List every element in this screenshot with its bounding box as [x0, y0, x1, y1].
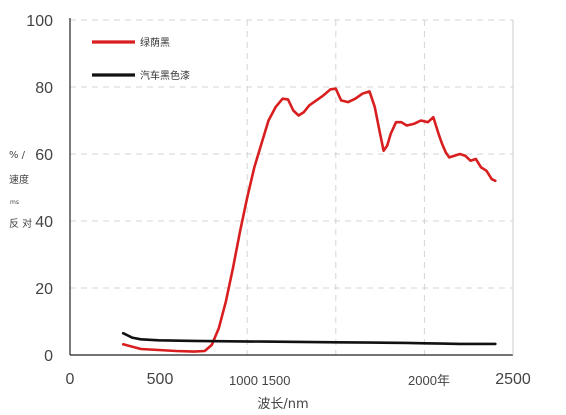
- legend-label: 汽车黑色漆: [140, 69, 190, 82]
- y-tick-label: 40: [35, 214, 53, 231]
- x-tick-label: 2000年: [408, 373, 450, 388]
- series-line-car-black-paint: [121, 331, 497, 346]
- y-axis-label-part: ms: [10, 199, 19, 206]
- y-tick-label: 0: [44, 348, 53, 365]
- series-layer: [121, 87, 497, 353]
- y-tick-label: 100: [26, 13, 53, 30]
- x-tick-label: 0: [66, 371, 75, 388]
- y-axis-label-part: % /: [9, 150, 26, 161]
- series-line-green-shade-black: [121, 87, 497, 353]
- axis-layer: 0 20 40 60 80 100 0 500 1000 1500 2000年 2500: [26, 13, 531, 388]
- x-tick-label: 2500: [495, 371, 531, 388]
- y-tick-label: 60: [35, 147, 53, 164]
- x-tick-label: 500: [147, 371, 174, 388]
- x-tick-label: 1000 1500: [229, 373, 290, 388]
- y-axis-label-part: 反 对: [9, 217, 32, 230]
- x-axis-label: 波长/nm: [257, 397, 308, 412]
- y-tick-label: 80: [35, 80, 53, 97]
- y-axis-label-part: 速度: [9, 173, 29, 186]
- grid-layer: [70, 19, 513, 355]
- legend-label: 绿荫黑: [140, 36, 170, 49]
- y-tick-label: 20: [35, 281, 53, 298]
- y-axis-label: % / 速度 ms 反 对: [9, 150, 32, 230]
